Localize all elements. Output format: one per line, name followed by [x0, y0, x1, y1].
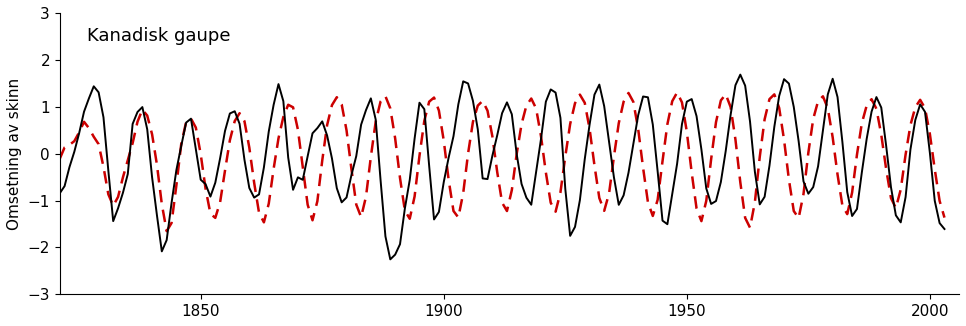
- Y-axis label: Omsetning av skinn: Omsetning av skinn: [7, 78, 22, 230]
- Text: Kanadisk gaupe: Kanadisk gaupe: [87, 27, 230, 45]
